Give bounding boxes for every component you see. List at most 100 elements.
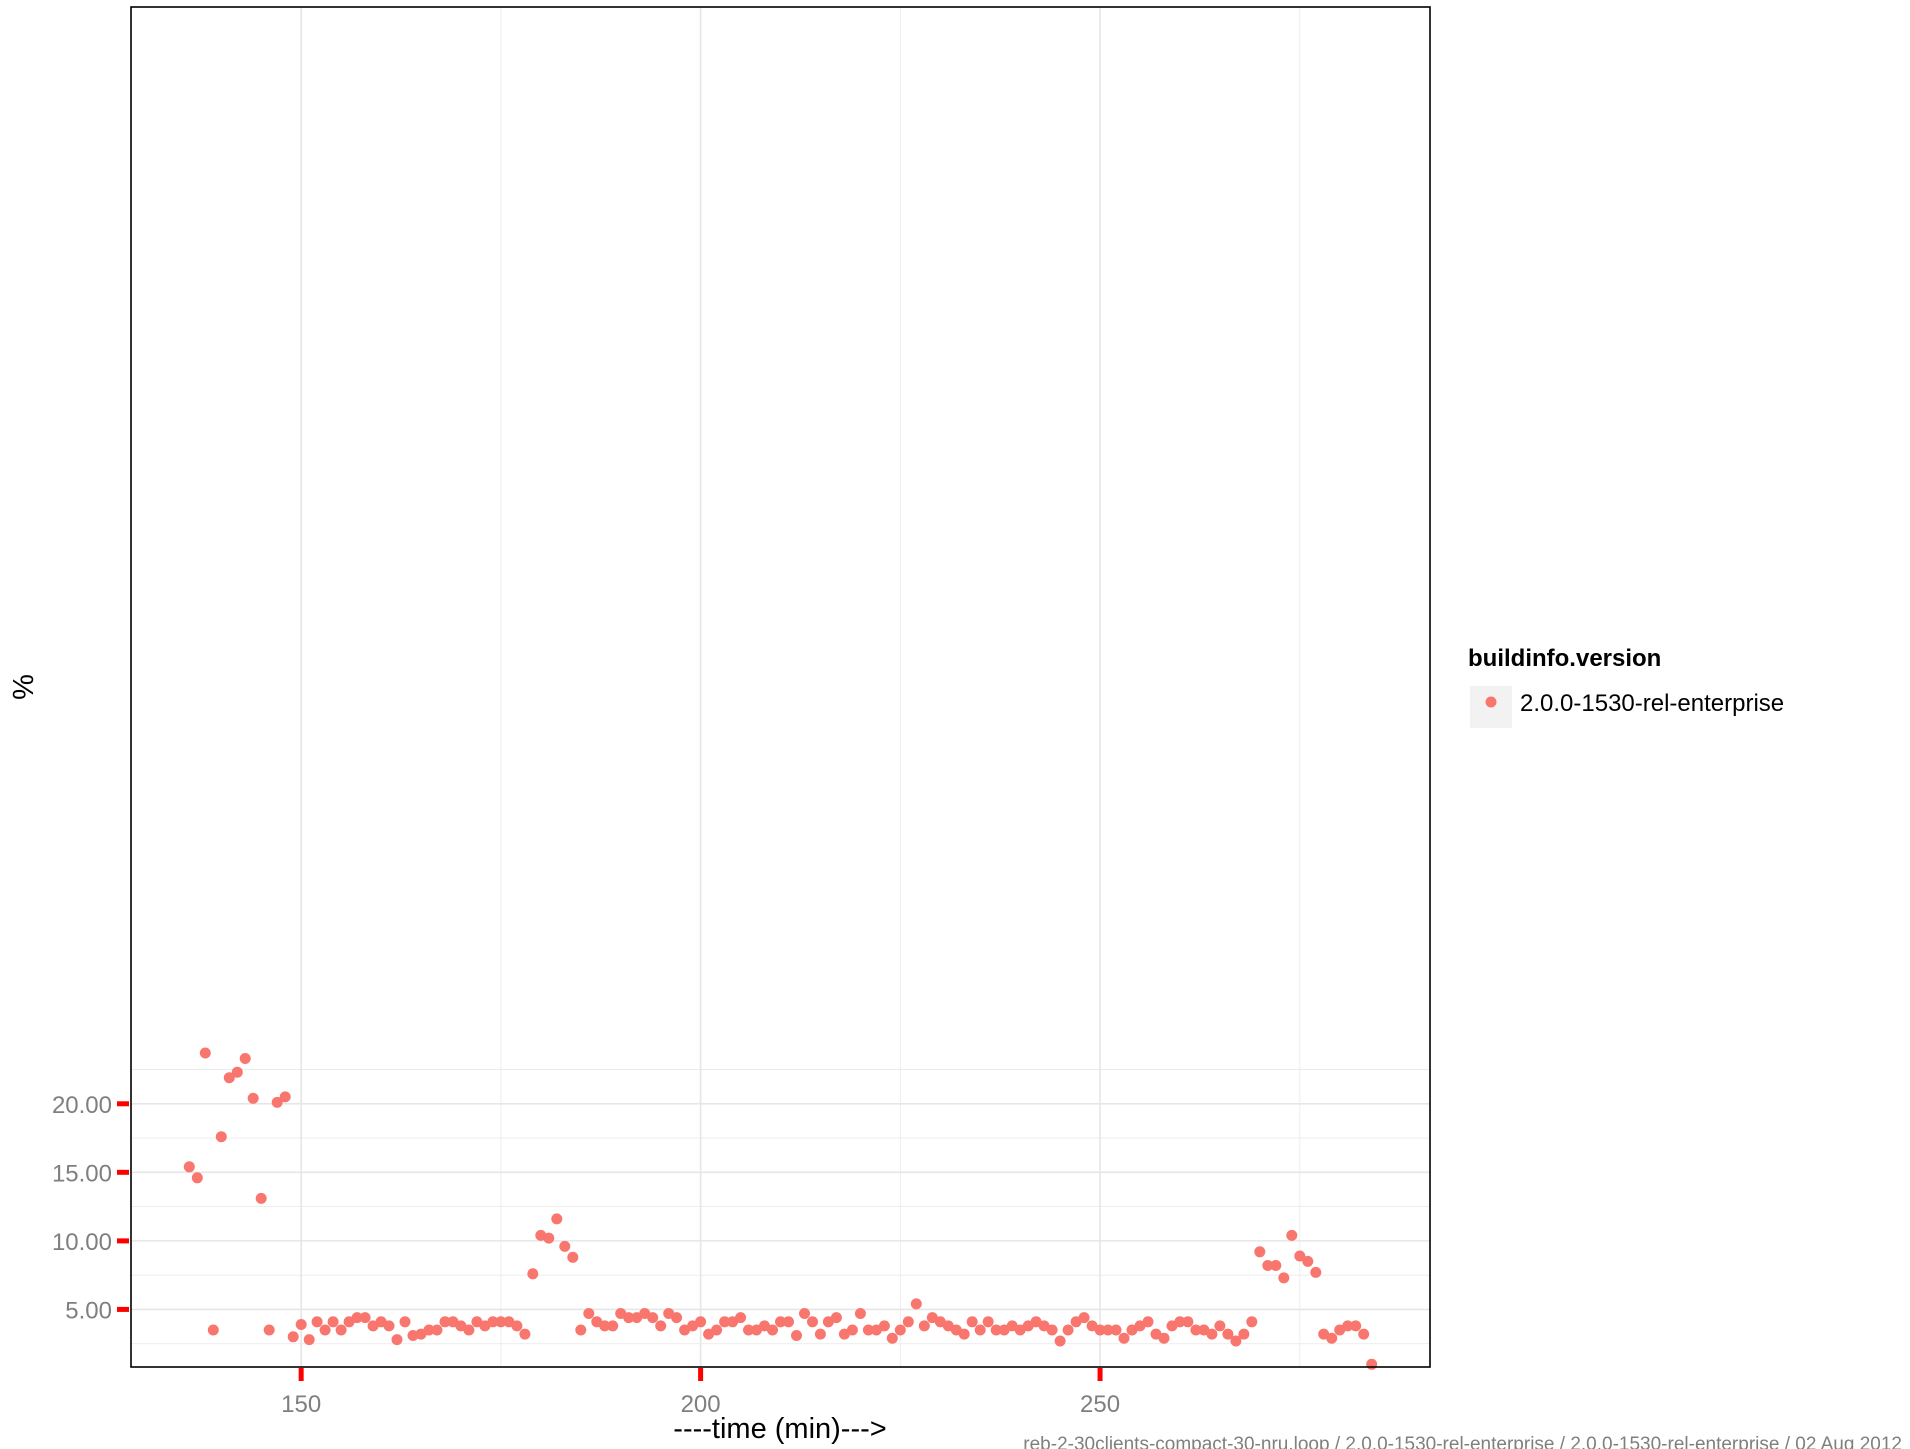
data-point — [671, 1312, 683, 1324]
data-point — [878, 1320, 890, 1332]
data-point — [966, 1316, 978, 1328]
data-point — [910, 1298, 922, 1310]
data-point — [902, 1316, 914, 1328]
data-point — [1206, 1328, 1218, 1340]
x-tick-label: 250 — [1080, 1391, 1120, 1418]
data-point — [223, 1072, 235, 1084]
data-point — [255, 1192, 267, 1204]
data-point — [439, 1316, 451, 1328]
data-point — [1350, 1320, 1362, 1332]
data-point — [799, 1308, 810, 1319]
data-point — [599, 1320, 611, 1332]
data-point — [846, 1324, 858, 1336]
data-point — [1142, 1316, 1154, 1328]
data-point — [1182, 1316, 1194, 1328]
data-point — [1102, 1324, 1114, 1336]
data-point — [719, 1316, 731, 1328]
data-point — [1110, 1324, 1122, 1336]
data-point — [1046, 1324, 1058, 1336]
data-point — [894, 1324, 906, 1336]
data-point — [543, 1232, 555, 1244]
data-point — [1270, 1260, 1282, 1271]
data-point — [247, 1092, 259, 1104]
data-point — [830, 1312, 842, 1324]
data-point — [583, 1308, 595, 1319]
data-point — [1222, 1328, 1234, 1340]
data-point — [1342, 1320, 1354, 1332]
data-point — [1294, 1250, 1306, 1262]
data-point — [1054, 1335, 1066, 1347]
data-point — [519, 1328, 531, 1340]
data-point — [1094, 1324, 1106, 1336]
data-point — [1174, 1316, 1186, 1328]
legend-key-dot — [1485, 696, 1497, 708]
data-point — [814, 1328, 826, 1340]
data-point — [311, 1316, 323, 1328]
data-point — [351, 1312, 363, 1324]
data-point — [1158, 1332, 1170, 1344]
data-point — [271, 1096, 283, 1108]
data-point — [918, 1320, 930, 1332]
data-point — [655, 1320, 667, 1332]
data-point — [886, 1332, 898, 1344]
x-tick-label: 200 — [681, 1391, 721, 1418]
grid-lines — [131, 7, 1430, 1367]
data-point — [279, 1091, 291, 1103]
data-point — [1254, 1246, 1266, 1258]
data-point — [511, 1320, 523, 1332]
data-point — [1190, 1324, 1202, 1336]
data-point — [567, 1251, 579, 1263]
data-points — [183, 1047, 1378, 1370]
data-point — [695, 1316, 707, 1328]
data-point — [767, 1324, 778, 1336]
data-point — [775, 1316, 786, 1328]
legend: buildinfo.version 2.0.0-1530-rel-enterpr… — [1468, 645, 1784, 728]
data-point — [1230, 1335, 1242, 1347]
data-point — [1286, 1229, 1298, 1241]
y-tick-label: 15.00 — [52, 1160, 112, 1187]
data-point — [263, 1324, 275, 1336]
data-point — [607, 1320, 619, 1332]
data-point — [735, 1312, 747, 1324]
data-point — [319, 1324, 331, 1336]
data-point — [647, 1312, 659, 1324]
data-point — [1302, 1255, 1314, 1267]
data-point — [487, 1316, 499, 1328]
data-point — [295, 1319, 307, 1330]
data-point — [359, 1312, 371, 1324]
y-tick-label: 20.00 — [52, 1092, 112, 1119]
data-point — [1078, 1312, 1090, 1324]
data-point — [1214, 1320, 1226, 1332]
data-point — [1062, 1324, 1074, 1336]
data-point — [191, 1172, 203, 1184]
plot-panel-border — [130, 6, 1431, 1368]
data-point — [327, 1316, 339, 1328]
data-point — [559, 1240, 571, 1252]
data-point — [958, 1328, 970, 1340]
data-point — [783, 1316, 794, 1328]
data-point — [287, 1331, 299, 1343]
data-point — [207, 1324, 219, 1336]
data-point — [1326, 1332, 1338, 1344]
axis-ticks: 5.00 10.00 15.00 20.00 150 200 250 — [52, 1092, 1120, 1418]
data-point — [791, 1330, 802, 1341]
data-point — [1262, 1260, 1274, 1271]
data-point — [399, 1316, 411, 1328]
data-point — [711, 1324, 723, 1336]
data-point — [431, 1324, 443, 1336]
data-point — [1246, 1316, 1258, 1328]
legend-title: buildinfo.version — [1468, 645, 1661, 672]
data-point — [383, 1320, 395, 1332]
data-point — [990, 1324, 1002, 1336]
data-point — [1358, 1328, 1370, 1340]
legend-label: 2.0.0-1530-rel-enterprise — [1520, 690, 1784, 717]
data-point — [623, 1312, 635, 1324]
data-point — [1366, 1358, 1378, 1370]
data-point — [1118, 1332, 1130, 1344]
data-point — [183, 1161, 195, 1173]
data-point — [527, 1268, 539, 1280]
data-point — [303, 1334, 315, 1346]
data-point — [199, 1047, 211, 1059]
y-axis-title: % — [8, 674, 40, 700]
